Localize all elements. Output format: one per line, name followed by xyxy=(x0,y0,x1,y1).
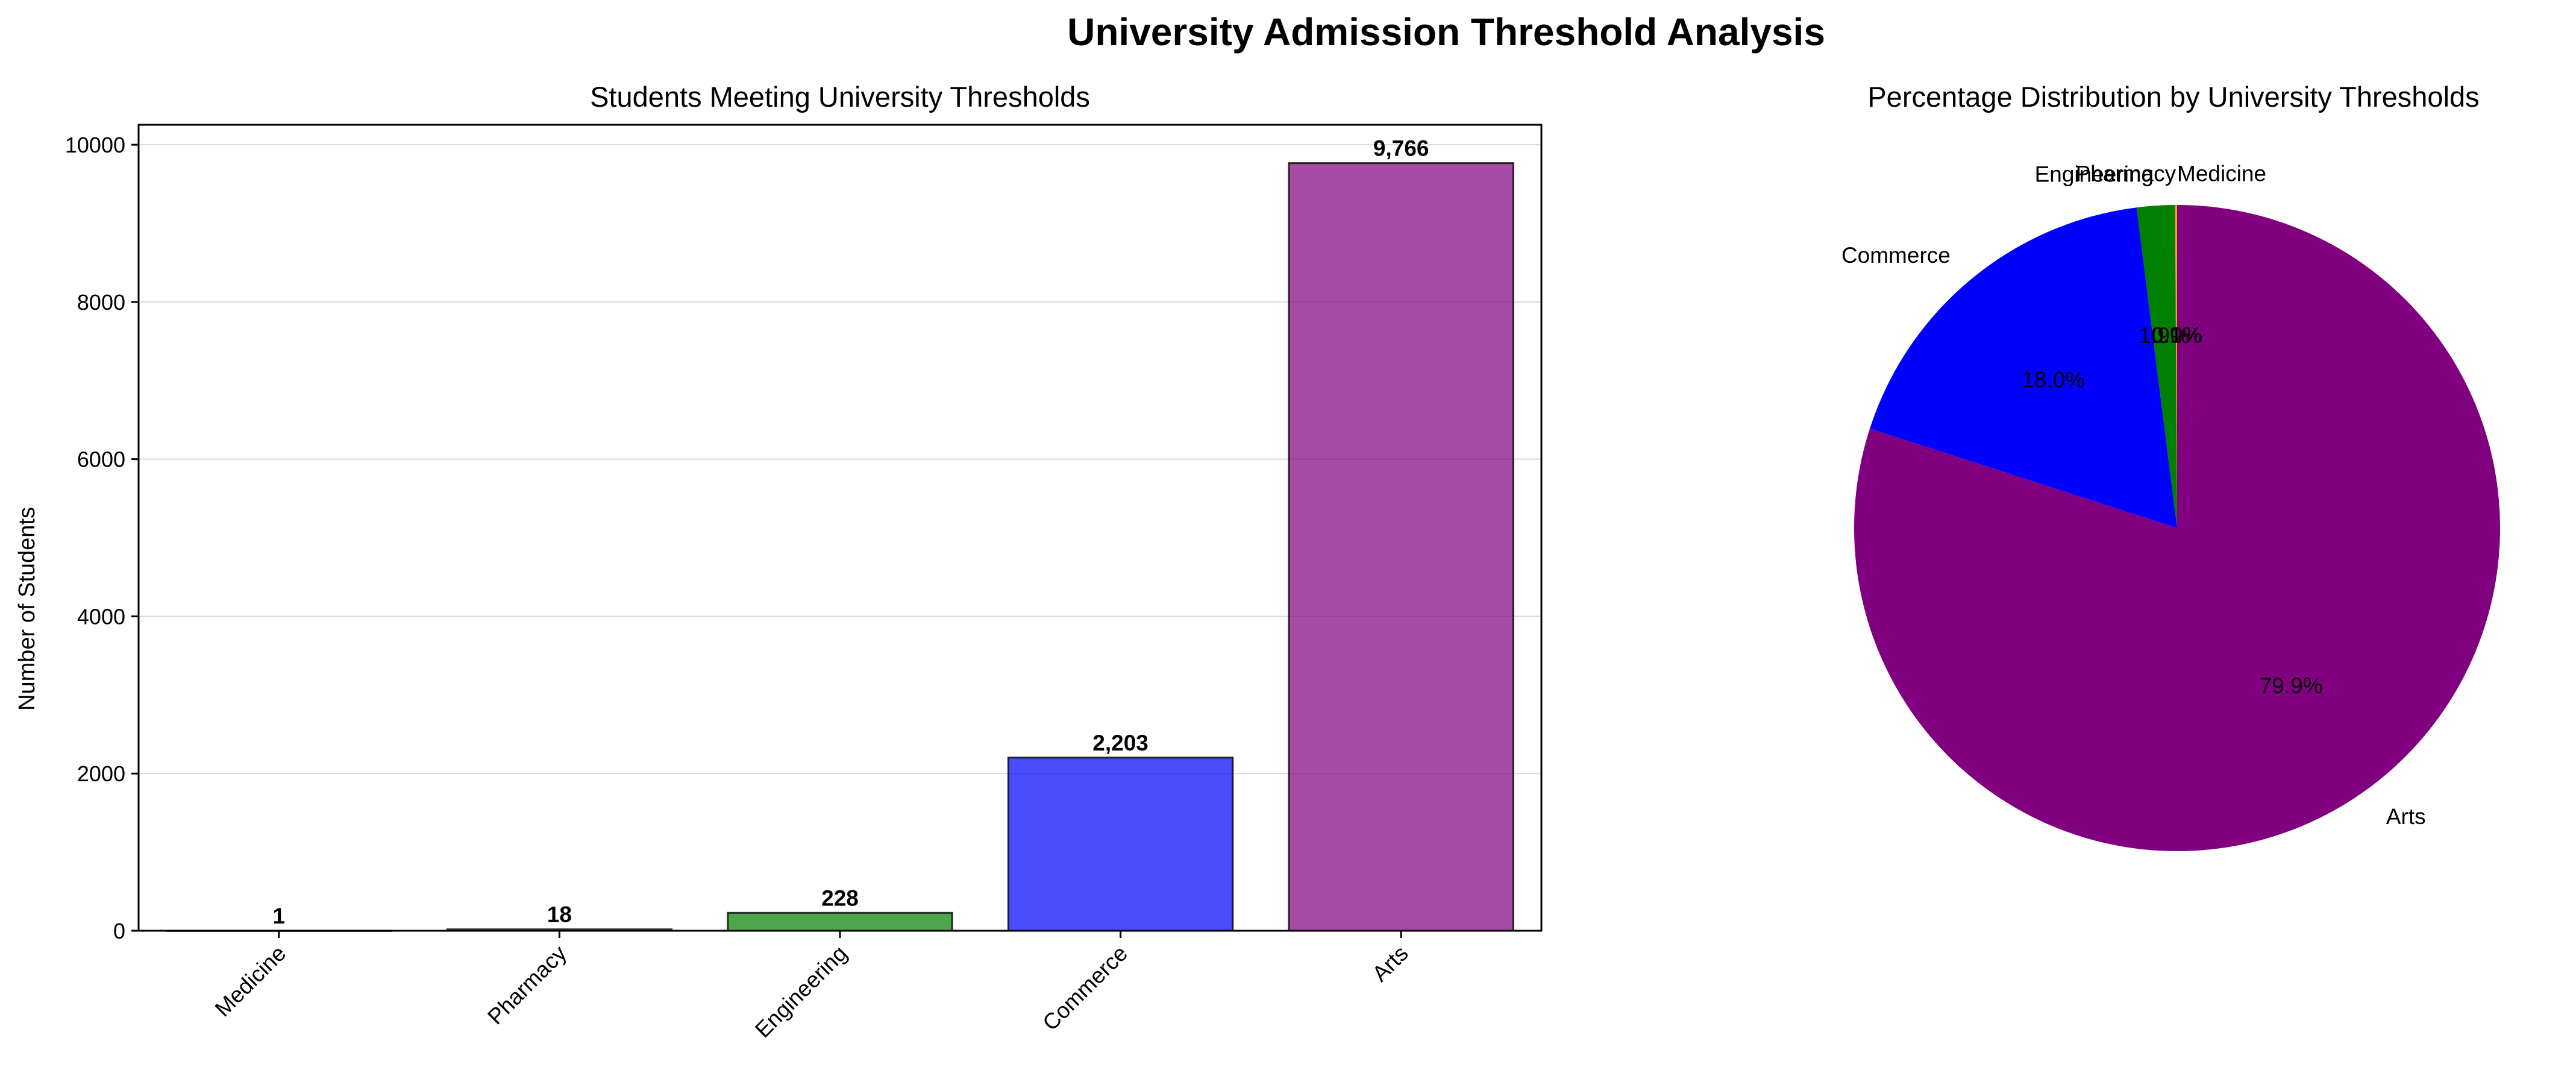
pie-label-engineering: Engineering xyxy=(2035,162,2154,187)
pie-pct-pharmacy: 0.1% xyxy=(2151,323,2202,347)
y-tick-label: 4000 xyxy=(77,604,125,629)
pie-chart-title: Percentage Distribution by University Th… xyxy=(1867,81,2479,113)
bar-chart-value-labels: 1 18 228 2,203 9,766 xyxy=(273,136,1429,928)
bar-chart-frame xyxy=(137,124,1543,932)
y-tick-label: 10000 xyxy=(65,133,125,157)
y-tick-label: 2000 xyxy=(77,761,125,786)
pie-pct-arts: 79.9% xyxy=(2260,673,2323,698)
bar-engineering xyxy=(727,911,953,932)
bar-value-label-medicine: 1 xyxy=(273,904,286,928)
figure-suptitle: University Admission Threshold Analysis xyxy=(1067,10,1825,54)
y-tick-label: 8000 xyxy=(77,290,125,315)
pie-pct-engineering: 1.9% xyxy=(2139,323,2190,348)
bar-value-label-pharmacy: 18 xyxy=(547,902,572,927)
pie-label-commerce: Commerce xyxy=(1841,243,1951,268)
pie-chart-percent-labels: 0.0%0.1%1.9% 18.0% 79.9% xyxy=(2022,323,2322,698)
bar-value-label-commerce: 2,203 xyxy=(1092,731,1149,755)
bar-value-label-engineering: 228 xyxy=(821,886,859,910)
bar-arts xyxy=(1288,162,1514,932)
pie-wedge-engineering xyxy=(2136,205,2177,528)
pie-chart-panel: Percentage Distribution by University Th… xyxy=(1841,81,2500,851)
pie-chart-wedges xyxy=(1854,205,2500,851)
bar-chart-bars xyxy=(166,162,1514,932)
pie-pct-commerce: 18.0% xyxy=(2022,367,2085,392)
y-tick-label: 6000 xyxy=(77,447,125,472)
y-tick-label: 0 xyxy=(113,919,125,943)
bar-chart-y-axis: 0 2000 4000 6000 8000 10000 xyxy=(65,133,139,943)
pie-wedge-pharmacy xyxy=(2175,205,2177,528)
bar-chart-title: Students Meeting University Thresholds xyxy=(590,81,1090,113)
pie-label-medicine: Medicine xyxy=(2177,161,2266,186)
pie-wedge-commerce xyxy=(1870,207,2177,528)
pie-wedge-arts xyxy=(1854,205,2500,851)
pie-label-pharmacy: Pharmacy xyxy=(2076,161,2176,186)
bar-value-label-arts: 9,766 xyxy=(1373,136,1429,161)
bar-chart-ylabel: Number of Students xyxy=(14,507,40,711)
bar-commerce xyxy=(1007,757,1234,932)
pie-label-arts: Arts xyxy=(2386,804,2426,829)
pie-pct-medicine: 0.0% xyxy=(2152,323,2202,347)
